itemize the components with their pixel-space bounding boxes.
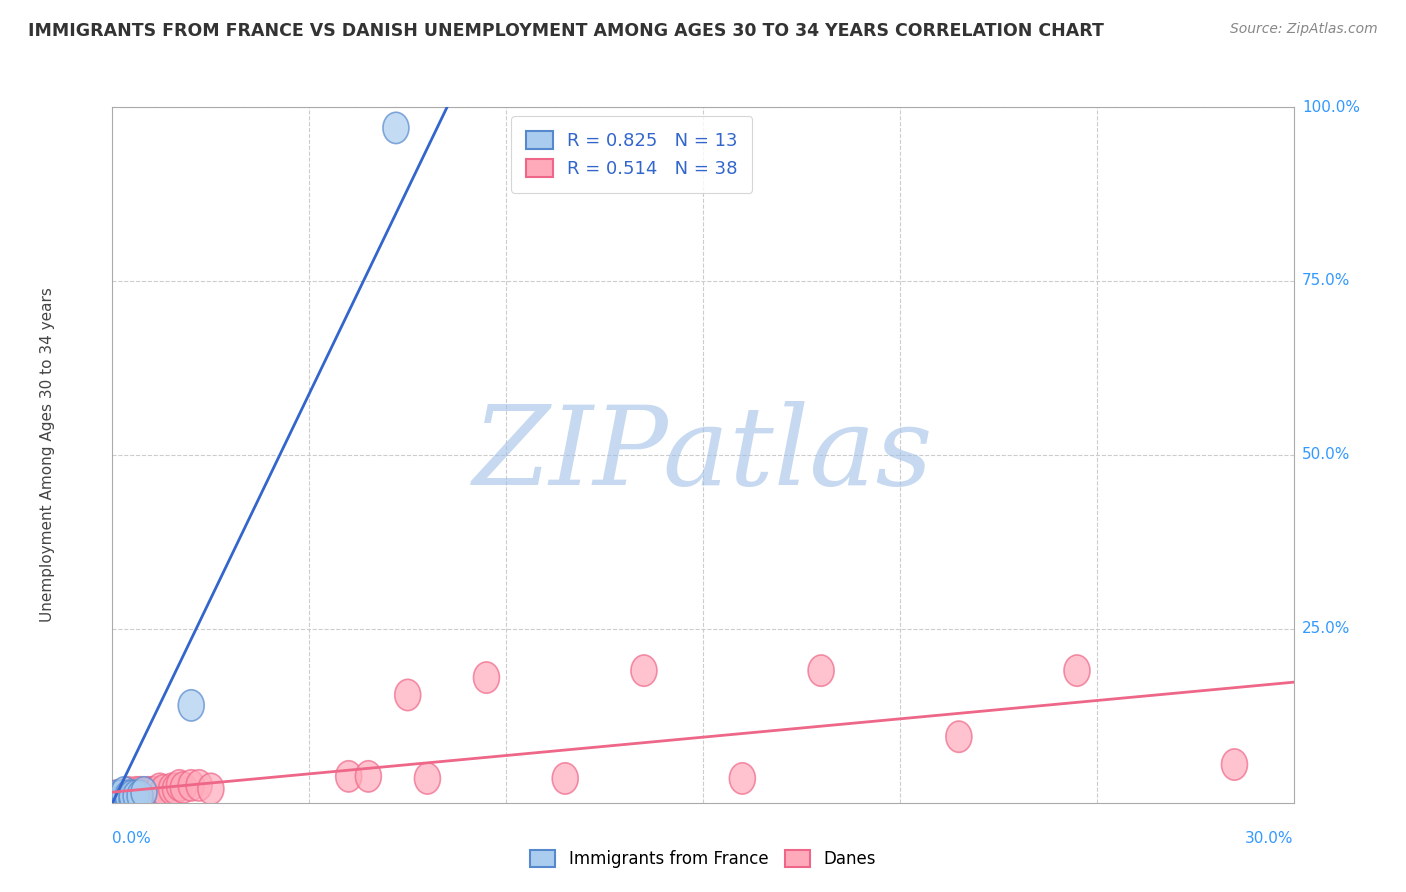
Ellipse shape xyxy=(730,763,755,794)
Ellipse shape xyxy=(104,780,129,812)
Ellipse shape xyxy=(159,773,184,805)
Ellipse shape xyxy=(150,774,177,806)
Ellipse shape xyxy=(115,784,141,815)
Ellipse shape xyxy=(127,777,153,808)
Ellipse shape xyxy=(946,721,972,752)
Ellipse shape xyxy=(115,781,141,813)
Ellipse shape xyxy=(170,772,197,803)
Ellipse shape xyxy=(1064,655,1090,686)
Ellipse shape xyxy=(336,761,361,792)
Ellipse shape xyxy=(808,655,834,686)
Text: IMMIGRANTS FROM FRANCE VS DANISH UNEMPLOYMENT AMONG AGES 30 TO 34 YEARS CORRELAT: IMMIGRANTS FROM FRANCE VS DANISH UNEMPLO… xyxy=(28,22,1104,40)
Text: 25.0%: 25.0% xyxy=(1302,622,1350,636)
Ellipse shape xyxy=(474,662,499,693)
Ellipse shape xyxy=(111,780,138,812)
Ellipse shape xyxy=(120,784,145,815)
Ellipse shape xyxy=(124,780,149,812)
Ellipse shape xyxy=(107,780,134,812)
Ellipse shape xyxy=(1222,749,1247,780)
Ellipse shape xyxy=(415,763,440,794)
Ellipse shape xyxy=(131,780,157,812)
Ellipse shape xyxy=(111,777,138,808)
Ellipse shape xyxy=(186,770,212,801)
Ellipse shape xyxy=(356,761,381,792)
Ellipse shape xyxy=(115,780,141,812)
Ellipse shape xyxy=(127,780,153,812)
Ellipse shape xyxy=(107,784,134,815)
Ellipse shape xyxy=(115,777,141,808)
Ellipse shape xyxy=(163,773,188,805)
Text: ZIPatlas: ZIPatlas xyxy=(472,401,934,508)
Ellipse shape xyxy=(631,655,657,686)
Legend: Immigrants from France, Danes: Immigrants from France, Danes xyxy=(523,843,883,875)
Text: 75.0%: 75.0% xyxy=(1302,274,1350,288)
Text: 100.0%: 100.0% xyxy=(1302,100,1360,114)
Ellipse shape xyxy=(107,780,134,812)
Ellipse shape xyxy=(120,780,145,812)
Ellipse shape xyxy=(131,777,157,808)
Ellipse shape xyxy=(120,784,145,815)
Ellipse shape xyxy=(120,780,145,812)
Ellipse shape xyxy=(198,773,224,805)
Ellipse shape xyxy=(124,780,149,812)
Text: 50.0%: 50.0% xyxy=(1302,448,1350,462)
Ellipse shape xyxy=(104,780,129,812)
Text: 0.0%: 0.0% xyxy=(112,830,152,846)
Ellipse shape xyxy=(139,777,165,808)
Ellipse shape xyxy=(166,770,193,801)
Ellipse shape xyxy=(395,680,420,711)
Ellipse shape xyxy=(179,770,204,801)
Ellipse shape xyxy=(179,690,204,721)
Ellipse shape xyxy=(127,780,153,812)
Ellipse shape xyxy=(111,784,138,815)
Ellipse shape xyxy=(382,112,409,144)
Ellipse shape xyxy=(124,777,149,808)
Text: 30.0%: 30.0% xyxy=(1246,830,1294,846)
Text: Unemployment Among Ages 30 to 34 years: Unemployment Among Ages 30 to 34 years xyxy=(39,287,55,623)
Ellipse shape xyxy=(111,784,138,815)
Ellipse shape xyxy=(553,763,578,794)
Ellipse shape xyxy=(143,777,169,808)
Ellipse shape xyxy=(146,773,173,805)
Ellipse shape xyxy=(135,777,160,808)
Text: Source: ZipAtlas.com: Source: ZipAtlas.com xyxy=(1230,22,1378,37)
Legend: R = 0.825   N = 13, R = 0.514   N = 38: R = 0.825 N = 13, R = 0.514 N = 38 xyxy=(512,116,752,193)
